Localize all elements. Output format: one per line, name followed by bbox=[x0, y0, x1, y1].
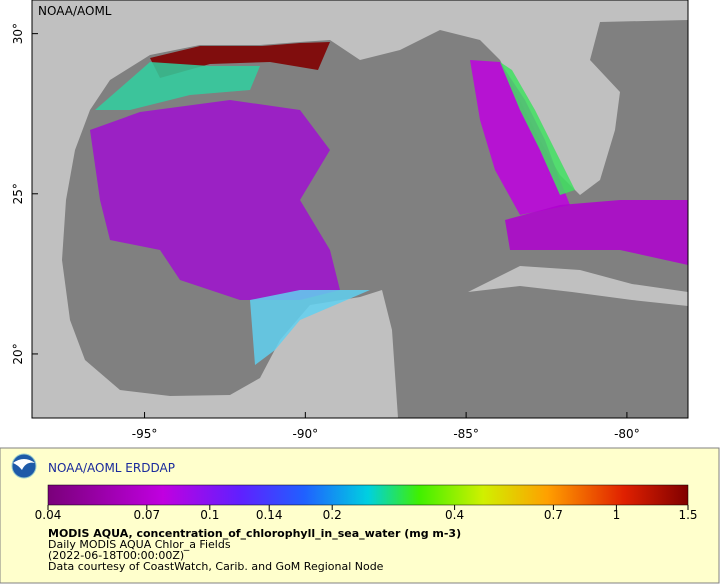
colorbar-tick-label: 0.14 bbox=[256, 508, 283, 522]
y-tick-label: 30° bbox=[11, 23, 25, 44]
colorbar-tick-label: 0.4 bbox=[445, 508, 464, 522]
variable-name: MODIS AQUA, concentration_of_chlorophyll… bbox=[48, 527, 461, 540]
chlorophyll-coast bbox=[500, 62, 575, 195]
colorbar-tick-label: 0.04 bbox=[35, 508, 62, 522]
legend-panel bbox=[0, 447, 720, 584]
legend-line: Daily MODIS AQUA Chlor_a Fields bbox=[48, 538, 231, 551]
colorbar-tick-label: 1 bbox=[613, 508, 621, 522]
colorbar-tick-label: 0.7 bbox=[544, 508, 563, 522]
axes: -95° -90° -85° -80° 20° 25° 30° bbox=[11, 23, 640, 441]
colorbar-tick-label: 0.2 bbox=[323, 508, 342, 522]
x-tick-label: -85° bbox=[453, 427, 479, 441]
map-frame bbox=[31, 0, 689, 419]
legend-line: (2022-06-18T00:00:00Z) bbox=[48, 549, 184, 562]
chlorophyll-shelf bbox=[470, 60, 570, 215]
colorbar-tick-label: 0.07 bbox=[133, 508, 160, 522]
chlorophyll-coast bbox=[150, 42, 330, 78]
colorbar-axis: 0.04 0.07 0.1 0.14 0.2 0.4 0.7 1 1.5 bbox=[35, 505, 698, 522]
colorbar bbox=[47, 484, 689, 506]
x-tick-label: -90° bbox=[293, 427, 319, 441]
chlorophyll-coast bbox=[250, 290, 370, 365]
chlorophyll-offshore bbox=[90, 100, 340, 300]
map bbox=[32, 0, 688, 418]
colorbar-tick-label: 1.5 bbox=[678, 508, 697, 522]
noaa-logo bbox=[11, 453, 37, 479]
chlorophyll-strait bbox=[505, 200, 688, 265]
map-title: NOAA/AOML bbox=[38, 4, 112, 18]
y-tick-label: 25° bbox=[11, 183, 25, 204]
legend-title: NOAA/AOML ERDDAP bbox=[48, 461, 175, 475]
chlorophyll-coast bbox=[95, 62, 260, 110]
colorbar-tick-label: 0.1 bbox=[200, 508, 219, 522]
x-tick-label: -80° bbox=[614, 427, 640, 441]
legend-line: Data courtesy of CoastWatch, Carib. and … bbox=[48, 560, 384, 573]
x-tick-label: -95° bbox=[132, 427, 158, 441]
y-tick-label: 20° bbox=[11, 343, 25, 364]
cuba bbox=[468, 266, 688, 306]
